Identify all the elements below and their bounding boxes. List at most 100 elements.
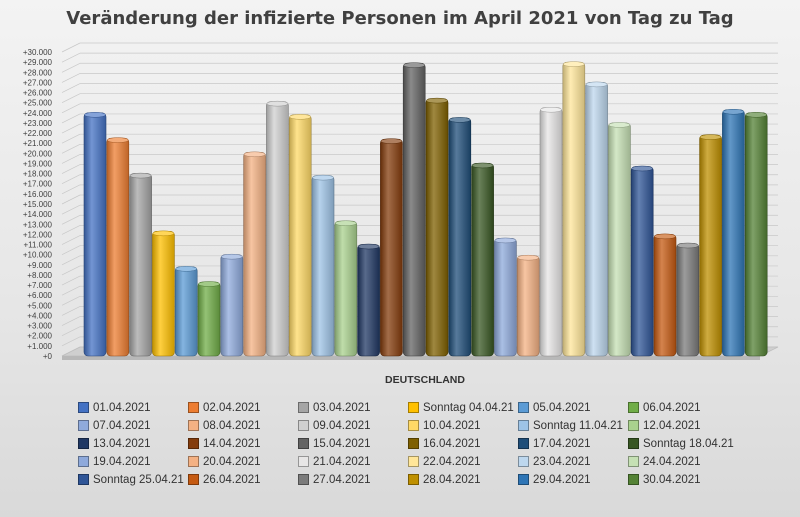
y-tick-label: +27.000 (23, 78, 53, 87)
legend-label: 20.04.2021 (203, 455, 261, 468)
bar (174, 266, 198, 357)
legend-item: 12.04.2021 (628, 418, 738, 433)
gridline-side (61, 144, 81, 154)
bar-body (539, 107, 563, 357)
bar (402, 62, 426, 357)
bar-body (448, 117, 472, 357)
legend-swatch (78, 420, 89, 431)
legend-label: 14.04.2021 (203, 437, 261, 450)
legend-item: 27.04.2021 (298, 472, 408, 487)
y-tick-label: +26.000 (23, 89, 53, 98)
legend-swatch (408, 474, 419, 485)
bar-top (107, 137, 129, 143)
y-tick-label: +14.000 (23, 210, 53, 219)
gridline-side (61, 194, 81, 205)
bar-body (425, 98, 449, 357)
legend-label: 24.04.2021 (643, 455, 701, 468)
gridline-side (61, 83, 81, 93)
bar-body (152, 231, 175, 357)
bar (653, 233, 677, 357)
bar-top (677, 242, 699, 249)
bar-body (585, 82, 608, 357)
bar-top (722, 109, 745, 115)
x-axis-label: DEUTSCHLAND (385, 374, 465, 386)
legend-label: 16.04.2021 (423, 437, 481, 450)
bar (448, 117, 472, 357)
y-tick-label: +22.000 (23, 129, 53, 138)
bar (630, 165, 654, 357)
bar-body (608, 122, 631, 357)
bar-top (380, 138, 403, 144)
legend-item: 22.04.2021 (408, 454, 518, 469)
legend-swatch (628, 402, 639, 413)
chart-floor-edge (62, 356, 760, 360)
legend-item: 01.04.2021 (78, 400, 188, 415)
bar (311, 174, 335, 357)
bar-top (563, 61, 585, 67)
bar-top (631, 165, 653, 172)
legend-swatch (628, 456, 639, 467)
y-tick-label: +20.000 (23, 149, 53, 158)
bar-body (744, 112, 768, 357)
bar (83, 112, 107, 357)
bars (83, 61, 768, 357)
bar-body (288, 114, 312, 357)
legend-item: 10.04.2021 (408, 418, 518, 433)
gridline-side (61, 214, 81, 225)
legend-swatch (628, 420, 639, 431)
y-tick-label: +28.000 (23, 68, 53, 77)
legend-label: Sonntag 04.04.21 (423, 401, 514, 414)
legend-label: Sonntag 18.04.21 (643, 437, 734, 450)
bar (539, 106, 563, 357)
legend-item: 13.04.2021 (78, 436, 188, 451)
y-tick-label: +0 (43, 352, 53, 361)
legend-label: 07.04.2021 (93, 419, 151, 432)
bar-body (106, 137, 130, 357)
legend-label: 17.04.2021 (533, 437, 591, 450)
bar-top (129, 172, 152, 179)
bar-top (357, 243, 380, 250)
legend-item: 03.04.2021 (298, 400, 408, 415)
gridline-side (61, 73, 81, 83)
legend-label: 12.04.2021 (643, 419, 701, 432)
legend-label: Sonntag 11.04.21 (533, 419, 623, 432)
y-tick-label: +4.000 (27, 311, 52, 320)
bar-body (220, 254, 244, 357)
legend-label: 23.04.2021 (533, 455, 591, 468)
y-tick-label: +3.000 (27, 322, 52, 331)
bar (220, 253, 244, 357)
gridline-side (61, 164, 81, 174)
y-tick-label: +25.000 (23, 99, 53, 108)
legend-item: 24.04.2021 (628, 454, 738, 469)
legend-label: 02.04.2021 (203, 401, 261, 414)
gridline-side (61, 184, 81, 195)
bar-body (699, 134, 722, 357)
legend-swatch (628, 474, 639, 485)
bar-top (449, 117, 471, 123)
y-tick-label: +24.000 (23, 109, 53, 118)
legend-swatch (628, 438, 639, 449)
legend-item: 30.04.2021 (628, 472, 738, 487)
legend-label: 05.04.2021 (533, 401, 591, 414)
bar (266, 100, 289, 357)
legend-item: 09.04.2021 (298, 418, 408, 433)
legend-item: Sonntag 25.04.21 (78, 472, 188, 487)
bar-body (471, 163, 494, 357)
bar-top (471, 162, 494, 169)
legend-item: 05.04.2021 (518, 400, 628, 415)
y-axis: +0+1.000+2.000+3.000 +4.000+5.000+6.000+7… (23, 48, 53, 361)
y-tick-label: +1.000 (27, 342, 52, 351)
bar (129, 172, 152, 357)
gridline-side (61, 306, 81, 316)
legend-swatch (298, 438, 309, 449)
chart-legend: 01.04.2021 02.04.2021 03.04.2021 Sonntag 04… (78, 400, 778, 487)
y-tick-label: +9.000 (27, 261, 52, 270)
legend-label: 09.04.2021 (313, 419, 371, 432)
bar-body (266, 101, 289, 357)
y-tick-label: +19.000 (23, 159, 53, 168)
bar (380, 138, 403, 357)
bar-top (699, 134, 722, 140)
bar-body (243, 152, 266, 357)
legend-swatch (188, 420, 199, 431)
